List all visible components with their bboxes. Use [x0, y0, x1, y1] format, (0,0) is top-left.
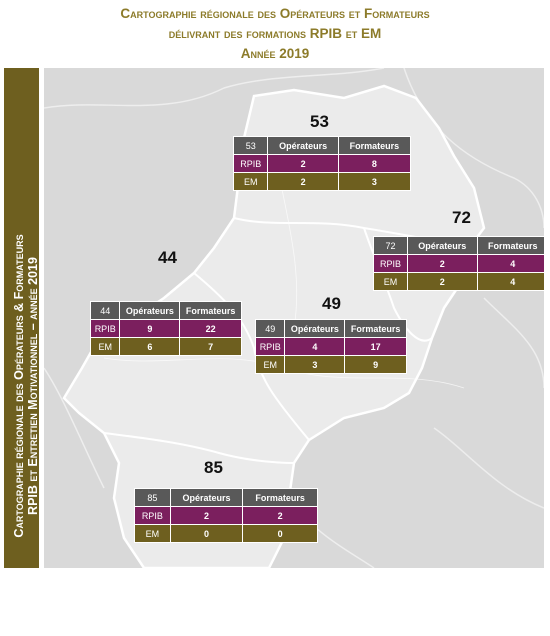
title-line-3: Année 2019: [240, 46, 310, 61]
dept-number-85: 85: [204, 458, 223, 477]
dept-number-72: 72: [452, 208, 471, 227]
region-map: 53 53 Opérateurs Formateurs RPIB 2 8 EM …: [44, 68, 544, 568]
title-line-2: délivrant des formations RPIB et EM: [168, 26, 382, 41]
em-formateurs: 7: [179, 337, 242, 356]
em-formateurs: 3: [337, 172, 412, 191]
header-operateurs: Opérateurs: [169, 488, 244, 507]
row-label-rpib: RPIB: [232, 154, 269, 173]
row-label-em: EM: [254, 355, 286, 374]
rpib-formateurs: 22: [179, 319, 242, 338]
table-code: 85: [134, 488, 171, 507]
em-formateurs: 0: [242, 524, 318, 543]
row-label-rpib: RPIB: [89, 319, 121, 338]
rpib-formateurs: 17: [344, 337, 407, 356]
header-formateurs: Formateurs: [179, 301, 242, 320]
rpib-formateurs: 8: [337, 154, 412, 173]
rpib-operateurs: 2: [407, 254, 478, 273]
row-label-em: EM: [134, 524, 171, 543]
table-code: 44: [89, 301, 121, 320]
rpib-operateurs: 2: [169, 506, 244, 525]
em-operateurs: 6: [119, 337, 181, 356]
row-label-rpib: RPIB: [134, 506, 171, 525]
vertical-title-line-2: RPIB et Entretien Motivationnel – année …: [26, 257, 40, 515]
header-formateurs: Formateurs: [344, 319, 407, 338]
row-label-em: EM: [89, 337, 121, 356]
table-code: 49: [254, 319, 286, 338]
row-label-em: EM: [372, 272, 409, 291]
table-code: 72: [372, 236, 409, 255]
dept-number-49: 49: [322, 294, 341, 313]
row-label-rpib: RPIB: [372, 254, 409, 273]
header-operateurs: Opérateurs: [267, 136, 339, 155]
dept-number-53: 53: [310, 112, 329, 131]
rpib-formateurs: 4: [476, 254, 544, 273]
dept-table-44: 44 Opérateurs Formateurs RPIB 9 22 EM 6 …: [89, 301, 242, 356]
header-operateurs: Opérateurs: [119, 301, 181, 320]
vertical-title: Cartographie régionale des Opérateurs & …: [12, 136, 40, 636]
rpib-operateurs: 9: [119, 319, 181, 338]
em-operateurs: 0: [169, 524, 244, 543]
dept-table-49: 49 Opérateurs Formateurs RPIB 4 17 EM 3 …: [254, 319, 407, 374]
header-formateurs: Formateurs: [476, 236, 544, 255]
header-operateurs: Opérateurs: [407, 236, 478, 255]
em-operateurs: 3: [284, 355, 346, 374]
title-line-1: Cartographie régionale des Opérateurs et…: [120, 6, 430, 21]
table-code: 53: [232, 136, 269, 155]
dept-table-72: 72 Opérateurs Formateurs RPIB 2 4 EM 2 4: [372, 236, 544, 291]
header-operateurs: Opérateurs: [284, 319, 346, 338]
em-operateurs: 2: [267, 172, 339, 191]
rpib-operateurs: 4: [284, 337, 346, 356]
dept-table-53: 53 Opérateurs Formateurs RPIB 2 8 EM 2 3: [232, 136, 412, 191]
vertical-title-bar: Cartographie régionale des Opérateurs & …: [4, 68, 40, 568]
em-formateurs: 9: [344, 355, 407, 374]
dept-table-85: 85 Opérateurs Formateurs RPIB 2 2 EM 0 0: [134, 488, 318, 543]
header-formateurs: Formateurs: [337, 136, 412, 155]
rpib-operateurs: 2: [267, 154, 339, 173]
rpib-formateurs: 2: [242, 506, 318, 525]
row-label-em: EM: [232, 172, 269, 191]
header-formateurs: Formateurs: [242, 488, 318, 507]
vertical-title-line-1: Cartographie régionale des Opérateurs & …: [12, 234, 26, 538]
em-operateurs: 2: [407, 272, 478, 291]
em-formateurs: 4: [476, 272, 544, 291]
row-label-rpib: RPIB: [254, 337, 286, 356]
dept-number-44: 44: [158, 248, 177, 267]
